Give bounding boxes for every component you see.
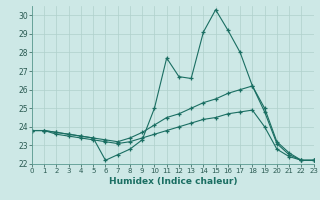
X-axis label: Humidex (Indice chaleur): Humidex (Indice chaleur): [108, 177, 237, 186]
